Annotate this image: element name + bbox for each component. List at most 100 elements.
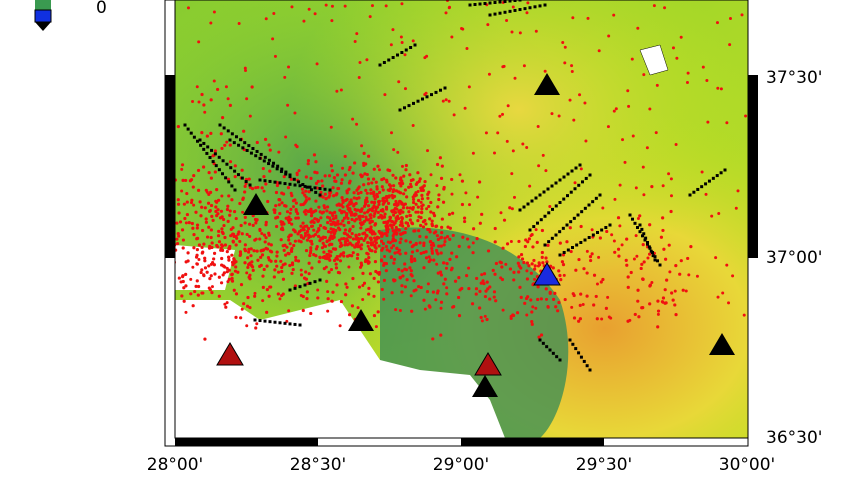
quake [377,202,381,207]
quake [614,107,618,111]
quake [365,191,369,195]
quake [209,131,213,135]
quake [550,112,554,116]
quake [207,171,211,175]
quake [202,165,206,169]
quake [200,228,205,233]
quake [605,229,609,234]
quake [419,200,423,204]
fault-dot [267,162,271,166]
quake [217,240,222,244]
quake [494,299,498,303]
quake [220,244,225,248]
quake [629,270,633,275]
quake [296,211,300,216]
quake [402,192,406,196]
quake [422,243,426,248]
fault-dot [288,322,292,326]
quake [224,85,228,89]
quake [500,265,504,269]
quake [197,40,201,44]
quake [369,213,373,217]
fault-dot [588,173,592,177]
quake [369,191,373,195]
quake [203,110,207,114]
quake [594,294,598,299]
quake [493,240,497,244]
quake [214,205,218,209]
quake [327,249,331,253]
quake [383,93,387,97]
quake [226,177,231,181]
quake [134,135,137,138]
quake [275,183,280,188]
quake [686,256,690,261]
quake [152,239,155,242]
quake [429,210,433,214]
quake [278,211,282,216]
fault-dot [555,355,559,359]
quake [447,99,451,103]
quake [434,230,438,234]
quake [322,204,326,208]
quake [245,324,249,328]
quake [222,223,226,228]
quake [343,243,347,247]
quake [352,196,356,200]
quake [193,289,197,294]
quake [243,215,247,219]
quake [420,210,424,214]
quake [517,239,521,244]
quake [331,217,336,221]
quake [318,223,323,228]
quake [400,164,404,168]
quake [332,194,336,198]
fault-dot [558,201,562,204]
fault-dot [562,251,566,254]
fault-dot [279,169,283,173]
quake [209,274,213,278]
quake [219,209,224,213]
quake [486,23,490,27]
fault-dot [543,243,547,247]
quake [633,312,637,317]
quake [274,216,278,220]
station [472,375,498,397]
fault-dot [192,135,196,139]
quake [260,253,265,257]
quake [689,244,693,249]
quake [403,202,407,206]
quake [485,280,489,284]
fault-dot [199,143,203,147]
quake [509,239,513,243]
quake [210,290,214,295]
quake [673,289,677,293]
quake [176,125,180,129]
quake [531,245,535,249]
quake [243,221,247,225]
quake [195,248,199,252]
quake [400,290,404,294]
fault-dot [275,167,279,171]
quake [398,276,402,280]
quake [304,208,308,213]
quake [342,223,346,227]
fault-dot [700,185,704,189]
quake [347,168,351,172]
quake [439,235,444,239]
quake [597,255,601,259]
quake [613,250,617,254]
quake [370,4,374,8]
quake [294,201,298,205]
quake [147,293,150,296]
quake [626,275,630,279]
quake [439,333,443,337]
fault-dot [202,141,206,145]
quake [540,250,544,255]
quake [617,254,621,258]
quake [284,135,288,139]
quake [390,224,394,228]
quake [515,311,520,315]
quake [292,243,296,248]
quake [280,191,284,195]
